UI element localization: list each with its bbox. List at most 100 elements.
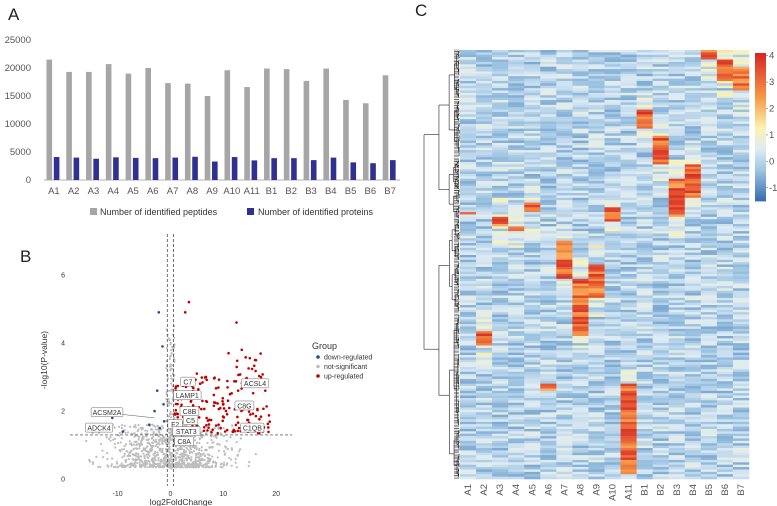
heatmap-cell [620,152,637,156]
heatmap-cell [556,250,573,253]
heatmap-cell [620,202,637,206]
heatmap-cell [524,78,541,82]
heatmap-cell [572,240,589,244]
heatmap-cell [700,262,718,265]
heatmap-cell [508,302,525,306]
heatmap-cell [540,195,557,199]
heatmap-cell [684,188,702,191]
volcano-point-not-significant [239,448,242,451]
heatmap-cell [716,314,734,318]
volcano-point-not-significant [194,444,197,448]
heatmap-cell [572,266,589,270]
heatmap-cell [524,355,541,358]
volcano-point-up-regulated [210,431,213,434]
volcano-point-not-significant [139,455,143,458]
heatmap-cell [524,190,541,194]
heatmap-cell [700,374,718,377]
bar-chart-x-tick-label: A5 [127,186,139,197]
heatmap-cell [476,262,493,265]
heatmap-cell [556,336,573,339]
heatmap-cell [700,326,718,330]
heatmap-cell [684,262,702,265]
heatmap-cell [732,131,750,134]
volcano-point-not-significant [192,449,196,453]
heatmap-cell [508,352,525,356]
heatmap-cell [604,233,621,237]
volcano-point-not-significant [162,456,166,460]
volcano-point-not-significant [216,456,219,459]
heatmap-cell [556,266,573,270]
heatmap-cell [668,383,686,387]
heatmap-cell [716,345,734,349]
heatmap-cell [636,209,653,213]
heatmap-cell [476,169,493,172]
heatmap-cell [668,254,686,258]
heatmap-cell [476,219,493,222]
heatmap-cell [668,312,686,315]
heatmap-cell [652,162,670,165]
heatmap-cell [524,214,541,218]
bar-chart-x-tick-label: A10 [223,186,240,197]
volcano-point-up-regulated [221,419,224,423]
volcano-point-not-significant [186,462,190,465]
heatmap-cell [556,245,573,249]
heatmap-cell [508,111,525,115]
heatmap-cell [732,76,750,79]
heatmap-cell [540,324,557,327]
heatmap-cell [668,197,686,201]
volcano-point-not-significant [217,426,220,429]
volcano-point-not-significant [138,461,141,464]
heatmap-cell [668,271,686,275]
heatmap-cell [668,331,686,334]
heatmap-cell [620,162,637,165]
heatmap-cell [620,216,637,220]
heatmap-cell [732,340,750,344]
heatmap-cell [636,381,653,384]
heatmap-cell [524,138,541,141]
heatmap-cell [556,140,573,144]
heatmap-cell [652,61,670,65]
heatmap-cell [556,138,573,141]
heatmap-cell [700,324,718,327]
heatmap-cell [524,340,541,344]
heatmap-cell [556,386,573,389]
volcano-point-not-significant [230,458,233,461]
heatmap-cell [636,57,653,60]
heatmap-cell [508,114,525,118]
heatmap-cell [684,114,702,118]
heatmap-cell [732,309,750,313]
heatmap-cell [524,321,541,325]
volcano-point-not-significant [168,365,172,368]
volcano-point-not-significant [137,457,140,461]
heatmap-cell [684,123,702,127]
heatmap-cell [492,85,509,89]
heatmap-cell [604,355,621,358]
heatmap-cell [508,238,525,241]
heatmap-cell [636,383,653,387]
peptide-bar [145,68,151,180]
heatmap-cell [700,216,718,220]
heatmap-cell [508,90,525,94]
heatmap-cell [460,266,477,270]
heatmap-cell [588,305,605,308]
volcano-point-not-significant [188,449,191,452]
heatmap-cell [460,407,477,411]
volcano-point-not-significant [211,455,214,458]
heatmap-cell [524,76,541,79]
volcano-point-not-significant [172,377,175,381]
heatmap-cell [668,88,686,91]
heatmap-cell [572,319,589,322]
heatmap-cell [476,50,493,53]
heatmap-cell [524,185,541,189]
heatmap-cell [652,145,670,149]
heatmap-cell [460,207,477,210]
heatmap-cell [588,240,605,244]
heatmap-cell [684,326,702,330]
heatmap-cell [700,83,718,87]
heatmap-cell [700,302,718,306]
heatmap-cell [732,73,750,77]
heatmap-cell [636,73,653,77]
volcano-point-not-significant [222,463,226,467]
heatmap-cell [540,90,557,94]
heatmap-cell [540,362,557,365]
